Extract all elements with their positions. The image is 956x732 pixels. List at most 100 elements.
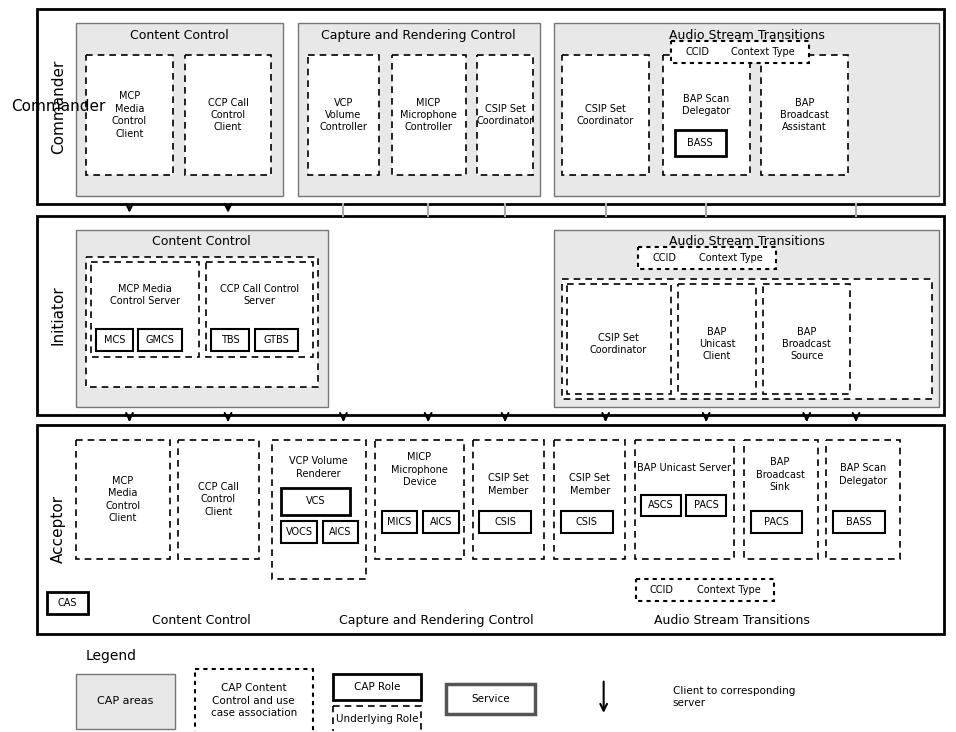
- Bar: [554, 440, 625, 559]
- Text: Content Control: Content Control: [152, 613, 250, 627]
- Bar: [76, 230, 328, 407]
- Bar: [86, 258, 317, 387]
- Text: Audio Stream Transitions: Audio Stream Transitions: [668, 235, 824, 248]
- Text: Initiator: Initiator: [51, 285, 66, 345]
- Text: PACS: PACS: [694, 501, 719, 510]
- Text: BAP
Broadcast
Sink: BAP Broadcast Sink: [755, 458, 805, 492]
- Bar: [281, 488, 350, 515]
- Text: MCP
Media
Control
Client: MCP Media Control Client: [112, 92, 147, 138]
- Bar: [308, 55, 379, 175]
- Bar: [761, 55, 848, 175]
- Bar: [47, 592, 88, 614]
- Bar: [139, 329, 182, 351]
- Text: Commander: Commander: [11, 99, 106, 114]
- Bar: [424, 512, 459, 534]
- Text: VOCS: VOCS: [286, 527, 313, 537]
- Text: Service: Service: [471, 694, 510, 703]
- Text: BAP
Unicast
Client: BAP Unicast Client: [699, 326, 735, 362]
- Text: MCS: MCS: [104, 335, 125, 345]
- Text: Client to corresponding
server: Client to corresponding server: [673, 686, 795, 708]
- Text: AICS: AICS: [329, 527, 352, 537]
- Bar: [36, 215, 944, 415]
- Text: GTBS: GTBS: [264, 335, 290, 345]
- Bar: [834, 512, 884, 534]
- Bar: [194, 669, 313, 732]
- Bar: [663, 55, 750, 175]
- Bar: [636, 579, 774, 601]
- Text: CSIP Set
Coordinator: CSIP Set Coordinator: [476, 104, 533, 126]
- Bar: [272, 440, 366, 579]
- Text: GMCS: GMCS: [145, 335, 174, 345]
- Bar: [763, 284, 850, 394]
- Bar: [381, 512, 418, 534]
- Text: Audio Stream Transitions: Audio Stream Transitions: [668, 29, 824, 42]
- Bar: [562, 280, 932, 399]
- Text: BAP
Broadcast
Assistant: BAP Broadcast Assistant: [780, 97, 829, 132]
- Text: CSIP Set
Member: CSIP Set Member: [570, 474, 610, 496]
- Text: Audio Stream Transitions: Audio Stream Transitions: [654, 613, 810, 627]
- Text: BASS: BASS: [846, 518, 872, 527]
- Bar: [641, 495, 681, 517]
- Bar: [76, 440, 170, 559]
- Bar: [744, 440, 817, 559]
- Text: CCP Call
Control
Client: CCP Call Control Client: [198, 482, 239, 517]
- Bar: [678, 284, 756, 394]
- Bar: [76, 23, 283, 195]
- Text: MICP
Microphone
Device: MICP Microphone Device: [391, 452, 447, 487]
- Text: CSIP Set
Member: CSIP Set Member: [488, 474, 529, 496]
- Text: Context Type: Context Type: [699, 253, 763, 264]
- Bar: [96, 329, 134, 351]
- Text: MICP
Microphone
Controller: MICP Microphone Controller: [400, 97, 457, 132]
- Text: CAP areas: CAP areas: [98, 695, 154, 706]
- Text: MCP
Media
Control
Client: MCP Media Control Client: [105, 476, 141, 523]
- Text: Legend: Legend: [86, 649, 137, 663]
- Text: ASCS: ASCS: [648, 501, 674, 510]
- Text: BAP
Broadcast
Source: BAP Broadcast Source: [782, 326, 831, 362]
- Text: Capture and Rendering Control: Capture and Rendering Control: [338, 613, 533, 627]
- Bar: [375, 440, 464, 559]
- Bar: [686, 495, 726, 517]
- Bar: [91, 262, 200, 357]
- Bar: [480, 512, 531, 534]
- Bar: [211, 329, 249, 351]
- Bar: [554, 23, 939, 195]
- Text: Underlying Role: Underlying Role: [336, 714, 418, 724]
- Text: Capture and Rendering Control: Capture and Rendering Control: [321, 29, 515, 42]
- Bar: [675, 130, 726, 156]
- Bar: [36, 10, 944, 203]
- Text: Content Control: Content Control: [152, 235, 250, 248]
- Bar: [333, 706, 422, 731]
- Text: VCP
Volume
Controller: VCP Volume Controller: [319, 97, 367, 132]
- Text: CCID: CCID: [653, 253, 677, 264]
- Bar: [445, 684, 534, 714]
- Text: CSIP Set
Coordinator: CSIP Set Coordinator: [590, 333, 647, 355]
- Text: AICS: AICS: [430, 518, 452, 527]
- Text: BASS: BASS: [687, 138, 713, 148]
- Bar: [86, 55, 173, 175]
- Text: Commander: Commander: [51, 59, 66, 154]
- Text: CAP Content
Control and use
case association: CAP Content Control and use case associa…: [210, 684, 296, 718]
- Bar: [477, 55, 532, 175]
- Text: CSIS: CSIS: [494, 518, 516, 527]
- Bar: [206, 262, 313, 357]
- Text: CCP Call
Control
Client: CCP Call Control Client: [207, 97, 249, 132]
- Bar: [561, 512, 613, 534]
- Text: Context Type: Context Type: [731, 47, 795, 57]
- Bar: [298, 23, 539, 195]
- Text: Context Type: Context Type: [697, 585, 761, 595]
- Bar: [323, 521, 358, 543]
- Bar: [562, 55, 649, 175]
- Text: VCP Volume
Renderer: VCP Volume Renderer: [290, 457, 348, 479]
- Text: CCID: CCID: [685, 47, 709, 57]
- Text: CSIP Set
Coordinator: CSIP Set Coordinator: [577, 104, 634, 126]
- Text: PACS: PACS: [764, 518, 789, 527]
- Text: TBS: TBS: [221, 335, 239, 345]
- Text: CCP Call Control
Server: CCP Call Control Server: [220, 284, 299, 307]
- Bar: [36, 425, 944, 634]
- Bar: [826, 440, 901, 559]
- Text: MICS: MICS: [387, 518, 412, 527]
- Bar: [392, 55, 466, 175]
- Bar: [639, 247, 776, 269]
- Bar: [472, 440, 544, 559]
- Bar: [635, 440, 734, 559]
